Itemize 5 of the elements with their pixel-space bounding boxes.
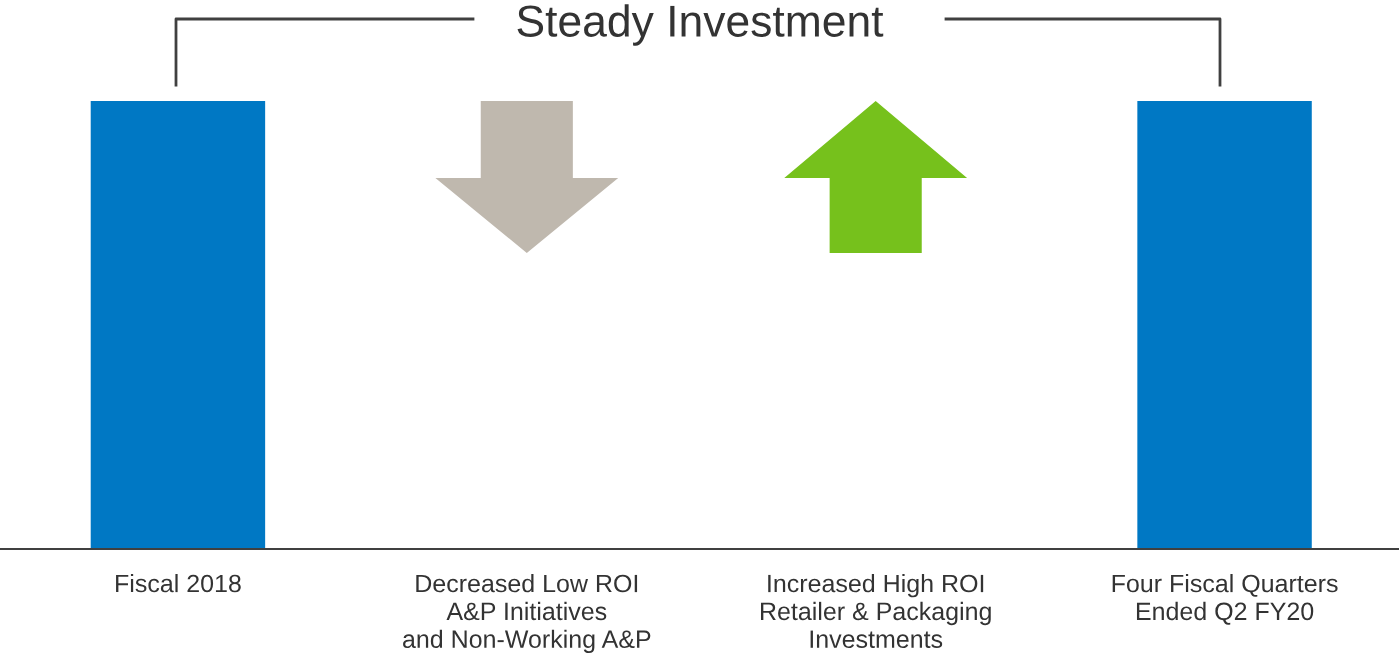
x-tick-label: Four Fiscal Quarters Ended Q2 FY20: [1112, 574, 1338, 625]
chart-title: Steady Investment: [517, 4, 884, 46]
x-tick-label: Fiscal 2018: [116, 574, 241, 593]
x-tick-label: Decreased Low ROI A&P Initiatives and Non-Working A&P: [403, 574, 651, 653]
x-tick-label: Increased High ROI Retailer & Packaging Investments: [761, 574, 991, 649]
